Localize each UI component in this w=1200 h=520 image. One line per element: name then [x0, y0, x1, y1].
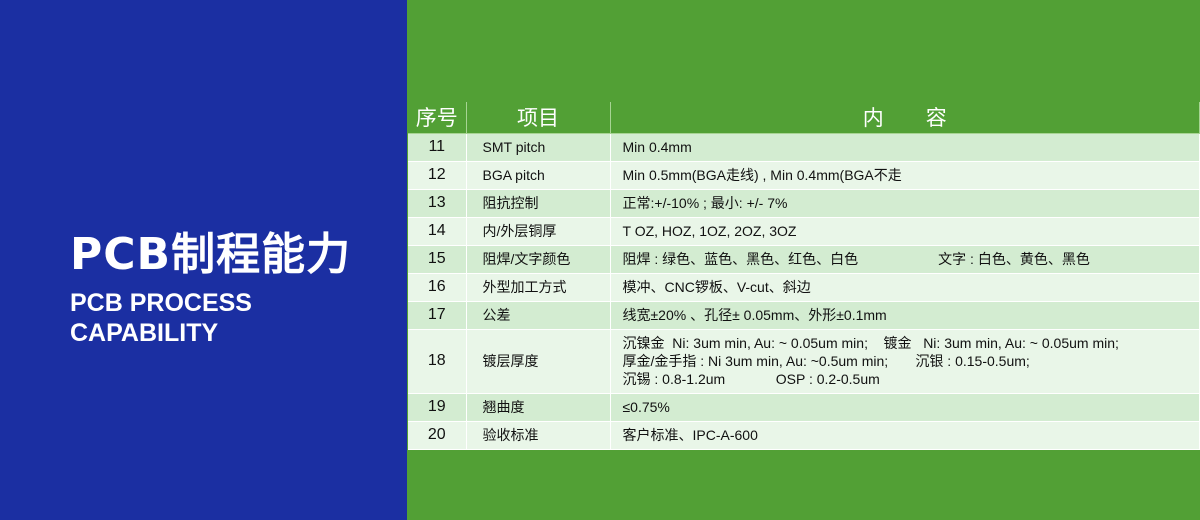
title-chinese: PCB制程能力: [70, 229, 352, 280]
table-row: 20 验收标准 客户标准、IPC-A-600: [408, 421, 1200, 450]
content-line: 厚金/金手指 : Ni 3um min, Au: ~0.5um min; 沉银 …: [622, 353, 1030, 369]
row-content: 客户标准、IPC-A-600: [610, 421, 1200, 450]
row-content: 模冲、CNC锣板、V-cut、斜边: [610, 273, 1200, 302]
content-text: 客户标准、IPC-A-600: [622, 427, 758, 443]
row-number: 12: [408, 161, 467, 190]
header-no: 序号: [408, 102, 467, 134]
row-number: 17: [408, 301, 467, 330]
content-text: T OZ, HOZ, 1OZ, 2OZ, 3OZ: [622, 223, 797, 239]
row-number: 13: [408, 189, 467, 218]
table-row: 12 BGA pitch Min 0.5mm(BGA走线) , Min 0.4mm(…: [408, 161, 1200, 190]
title-english-line1: PCB PROCESS: [70, 289, 252, 317]
table-header: 序号 项目 内 容: [408, 102, 1200, 134]
table-row: 16 外型加工方式 模冲、CNC锣板、V-cut、斜边: [408, 273, 1200, 302]
table-row: 15 阻焊/文字颜色 阻焊 : 绿色、蓝色、黑色、红色、白色 文字 : 白色、黄色、黑…: [408, 245, 1200, 274]
row-item: 公差: [466, 301, 611, 330]
content-text: Min 0.5mm(BGA走线) , Min 0.4mm(BGA不走: [622, 167, 902, 183]
row-number: 11: [408, 133, 467, 162]
table-row: 13 阻抗控制 正常:+/-10% ; 最小: +/- 7%: [408, 189, 1200, 218]
left-panel: PCB制程能力 PCB PROCESS CAPABILITY: [0, 0, 407, 520]
content-line: 沉锡 : 0.8-1.2um OSP : 0.2-0.5um: [622, 371, 880, 387]
content-text: 线宽±20% 、孔径± 0.05mm、外形±0.1mm: [622, 307, 887, 323]
table-row: 17 公差 线宽±20% 、孔径± 0.05mm、外形±0.1mm: [408, 301, 1200, 330]
row-item: 翘曲度: [466, 393, 611, 422]
content-text: Min 0.4mm: [622, 139, 692, 155]
row-number: 19: [408, 393, 467, 422]
row-item: 内/外层铜厚: [466, 217, 611, 246]
capability-table: 序号 项目 内 容 11 SMT pitch Min 0.4mm 12 BGA pitc…: [408, 102, 1200, 450]
content-part: 阻焊 : 绿色、蓝色、黑色、红色、白色: [622, 251, 859, 267]
title-english: PCB PROCESS CAPABILITY: [70, 288, 252, 348]
row-content: 正常:+/-10% ; 最小: +/- 7%: [610, 189, 1200, 218]
row-content: ≤0.75%: [610, 393, 1200, 422]
row-content: Min 0.4mm: [610, 133, 1200, 162]
row-item: 镀层厚度: [466, 329, 611, 394]
content-text: 模冲、CNC锣板、V-cut、斜边: [622, 279, 811, 295]
content-part: 文字 : 白色、黄色、黑色: [938, 251, 1090, 267]
table-row: 18 镀层厚度 沉镍金 Ni: 3um min, Au: ~ 0.05um min;…: [408, 329, 1200, 394]
row-number: 20: [408, 421, 467, 450]
content-text: 正常:+/-10% ; 最小: +/- 7%: [622, 195, 788, 211]
content-line: 沉镍金 Ni: 3um min, Au: ~ 0.05um min; 镀金 Ni…: [622, 335, 1119, 351]
row-item: 外型加工方式: [466, 273, 611, 302]
row-item: 阻抗控制: [466, 189, 611, 218]
row-content: 阻焊 : 绿色、蓝色、黑色、红色、白色 文字 : 白色、黄色、黑色: [610, 245, 1200, 274]
header-content: 内 容: [610, 102, 1200, 134]
table-row: 19 翘曲度 ≤0.75%: [408, 393, 1200, 422]
row-item: 验收标准: [466, 421, 611, 450]
row-item: SMT pitch: [466, 133, 611, 162]
row-content: 沉镍金 Ni: 3um min, Au: ~ 0.05um min; 镀金 Ni…: [610, 329, 1200, 394]
row-number: 16: [408, 273, 467, 302]
content-text: ≤0.75%: [622, 399, 670, 415]
row-content: T OZ, HOZ, 1OZ, 2OZ, 3OZ: [610, 217, 1200, 246]
table-row: 11 SMT pitch Min 0.4mm: [408, 133, 1200, 162]
title-english-line2: CAPABILITY: [70, 319, 219, 347]
row-content: 线宽±20% 、孔径± 0.05mm、外形±0.1mm: [610, 301, 1200, 330]
row-item: BGA pitch: [466, 161, 611, 190]
header-item: 项目: [466, 102, 611, 134]
table-row: 14 内/外层铜厚 T OZ, HOZ, 1OZ, 2OZ, 3OZ: [408, 217, 1200, 246]
row-number: 18: [408, 329, 467, 394]
row-content: Min 0.5mm(BGA走线) , Min 0.4mm(BGA不走: [610, 161, 1200, 190]
row-number: 15: [408, 245, 467, 274]
row-number: 14: [408, 217, 467, 246]
row-item: 阻焊/文字颜色: [466, 245, 611, 274]
